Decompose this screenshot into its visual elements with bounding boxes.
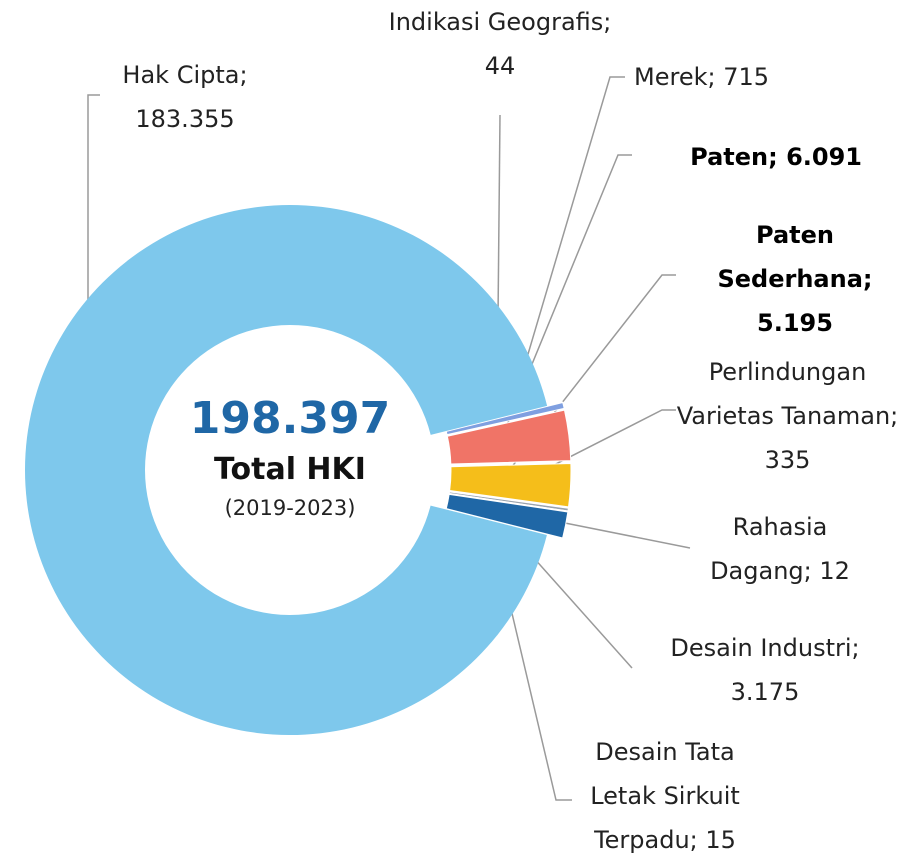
label-name: Desain Industri;: [670, 634, 860, 662]
label-value: 335: [764, 446, 811, 474]
segment-label: Paten Sederhana; 5.195: [690, 213, 900, 345]
label-value: 5.195: [757, 309, 833, 337]
label-name: Hak Cipta;: [122, 61, 248, 89]
leader-line: [499, 154, 632, 443]
label-name: Paten Sederhana;: [717, 221, 873, 293]
label-name: Desain Tata Letak Sirkuit Terpadu;: [590, 738, 740, 854]
segment-label: Desain Tata Letak Sirkuit Terpadu; 15: [565, 730, 765, 859]
label-name: Paten;: [690, 143, 778, 171]
label-value: 6.091: [786, 143, 862, 171]
segment: [445, 493, 569, 539]
center-total: 198.397: [189, 393, 391, 444]
label-name: Indikasi Geografis;: [388, 8, 612, 36]
segment-label: Perlindungan Varietas Tanaman; 335: [665, 350, 910, 482]
label-value: 15: [705, 826, 736, 854]
label-value: 715: [723, 63, 770, 91]
segment-label: Merek; 715: [634, 55, 814, 99]
segment-label: Hak Cipta; 183.355: [85, 53, 285, 141]
leader-line: [509, 76, 625, 416]
segment: [25, 205, 548, 736]
segment: [449, 462, 572, 508]
segment: [448, 492, 569, 512]
label-value: 3.175: [730, 678, 800, 706]
segment: [446, 409, 572, 465]
label-value: 183.355: [135, 105, 235, 133]
segment: [445, 401, 565, 436]
label-name: Rahasia Dagang;: [710, 513, 828, 585]
segment-label: Indikasi Geografis; 44: [380, 0, 620, 88]
label-value: 44: [484, 52, 516, 80]
label-value: 12: [819, 557, 850, 585]
segment-label: Paten; 6.091: [620, 135, 862, 179]
label-name: Perlindungan Varietas Tanaman;: [676, 358, 899, 430]
label-name: Merek;: [634, 63, 716, 91]
center-label: Total HKI: [214, 452, 366, 487]
center-subtitle: (2019-2023): [224, 496, 356, 520]
segment-label: Rahasia Dagang; 12: [680, 505, 880, 593]
segment: [445, 508, 564, 540]
segment-label: Desain Industri; 3.175: [640, 626, 890, 714]
